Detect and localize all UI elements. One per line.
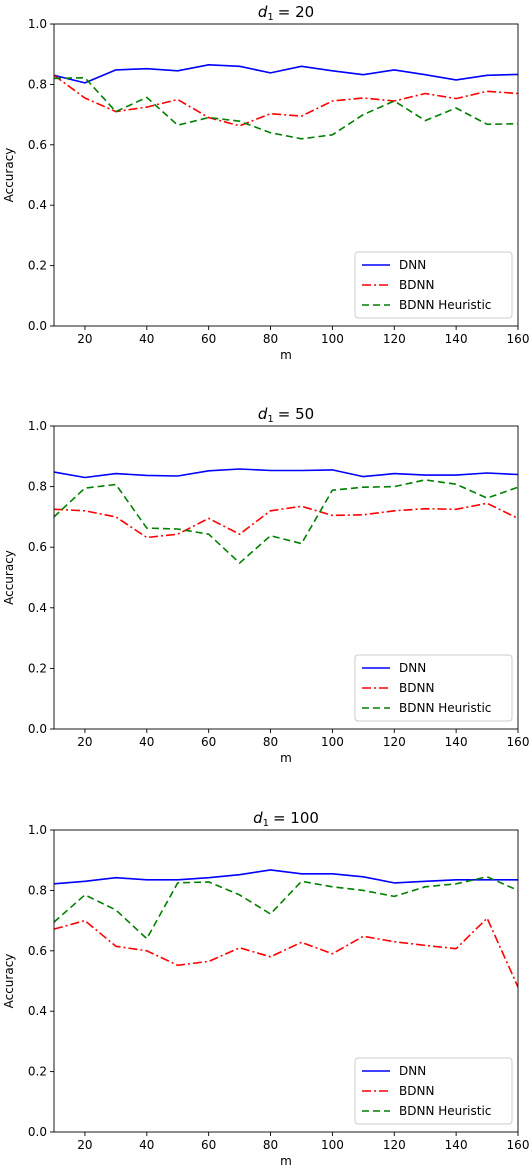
chart-panel-3: d1 = 100 20 40 60 80 100 120 140 160 0.0 0.2 0.4 0.6 0… bbox=[2, 809, 529, 1168]
chart-3-y-tick-label-2: 0.2 bbox=[28, 1065, 47, 1079]
chart-1-y-tick-label-2: 0.2 bbox=[28, 259, 47, 273]
chart-1-legend-label-1: DNN bbox=[399, 258, 426, 272]
chart-2-x-tick-label-3: 60 bbox=[201, 735, 216, 749]
chart-3-y-tick-label-3: 0.4 bbox=[28, 1004, 47, 1018]
chart-1-x-tick-label-1: 20 bbox=[77, 332, 92, 346]
chart-3-title-value: = 100 bbox=[273, 809, 319, 827]
chart-1-x-tick-label-7: 140 bbox=[445, 332, 468, 346]
chart-2-x-tick-label-2: 40 bbox=[139, 735, 154, 749]
chart-2-y-tick-label-6: 1.0 bbox=[28, 419, 47, 433]
chart-1-legend-box bbox=[354, 251, 513, 319]
chart-2-series-line-1 bbox=[54, 468, 518, 479]
chart-3-x-tick-label-2: 40 bbox=[139, 1138, 154, 1152]
chart-1-x-tick-label-6: 120 bbox=[383, 332, 406, 346]
chart-3-series-line-1 bbox=[54, 869, 518, 885]
chart-2-x-axis-label: m bbox=[280, 751, 292, 765]
chart-3-y-axis-label: Accuracy bbox=[2, 954, 16, 1009]
chart-1-axes-frame bbox=[53, 23, 519, 327]
chart-2-legend-label-3: BDNN Heuristic bbox=[399, 701, 491, 715]
chart-1-series-line-2 bbox=[54, 74, 518, 127]
chart-3-series-line-3 bbox=[54, 875, 518, 940]
chart-1-x-tick-label-3: 60 bbox=[201, 332, 216, 346]
chart-1-title-subscript: 1 bbox=[267, 12, 273, 23]
chart-2-series-line-2 bbox=[54, 502, 518, 539]
chart-3-x-tick-label-8: 160 bbox=[507, 1138, 530, 1152]
chart-1-x-tick-label-5: 100 bbox=[321, 332, 344, 346]
chart-3-x-tick-label-7: 140 bbox=[445, 1138, 468, 1152]
chart-3-title-subscript: 1 bbox=[263, 818, 269, 829]
chart-3-x-tick-label-3: 60 bbox=[201, 1138, 216, 1152]
chart-2-legend-box bbox=[354, 654, 513, 722]
chart-1-title-value: = 20 bbox=[278, 3, 314, 21]
chart-2-x-tick-label-1: 20 bbox=[77, 735, 92, 749]
chart-1-series-group bbox=[54, 64, 518, 140]
chart-1-legend-label-3: BDNN Heuristic bbox=[399, 298, 491, 312]
chart-3-legend-label-1: DNN bbox=[399, 1064, 426, 1078]
chart-3-title: d1 = 100 bbox=[253, 809, 319, 829]
chart-3-series-line-2 bbox=[54, 917, 518, 988]
chart-3-legend-label-3: BDNN Heuristic bbox=[399, 1104, 491, 1118]
chart-3-legend: DNN BDNN BDNN Heuristic bbox=[354, 1057, 513, 1125]
chart-1-y-tick-label-5: 0.8 bbox=[28, 77, 47, 91]
chart-1-title: d1 = 20 bbox=[258, 3, 314, 23]
chart-2-title: d1 = 50 bbox=[258, 405, 314, 425]
chart-1-series-line-1 bbox=[54, 64, 518, 84]
chart-2-y-tick-label-3: 0.4 bbox=[28, 601, 47, 615]
chart-1-y-tick-label-1: 0.0 bbox=[28, 319, 47, 333]
chart-2-title-subscript: 1 bbox=[267, 414, 273, 425]
chart-2-y-tick-label-2: 0.2 bbox=[28, 661, 47, 675]
chart-2-y-tick-label-5: 0.8 bbox=[28, 480, 47, 494]
chart-3-x-axis-label: m bbox=[280, 1154, 292, 1168]
chart-3-x-tick-label-1: 20 bbox=[77, 1138, 92, 1152]
chart-1-legend-label-2: BDNN bbox=[399, 278, 434, 292]
chart-1-y-axis-label: Accuracy bbox=[2, 148, 16, 203]
chart-panel-2: d1 = 50 20 40 60 80 100 120 140 160 0.0 0.2 0.4 0.6 0.… bbox=[2, 405, 529, 765]
chart-2-legend-label-2: BDNN bbox=[399, 681, 434, 695]
chart-2-legend-label-1: DNN bbox=[399, 661, 426, 675]
chart-panel-1: d1 = 20 20 40 60 80 100 120 140 160 0.0 0.2 0.4 0.6 0.… bbox=[2, 3, 529, 362]
chart-3-y-tick-label-5: 0.8 bbox=[28, 883, 47, 897]
chart-3-x-tick-label-6: 120 bbox=[383, 1138, 406, 1152]
chart-3-axes-frame bbox=[53, 829, 519, 1133]
chart-2-title-value: = 50 bbox=[278, 405, 314, 423]
chart-1-series-line-3 bbox=[54, 77, 518, 140]
chart-1-x-tick-label-4: 80 bbox=[263, 332, 278, 346]
chart-2-y-axis-label: Accuracy bbox=[2, 550, 16, 605]
chart-1-x-tick-label-2: 40 bbox=[139, 332, 154, 346]
chart-1-x-axis-label: m bbox=[280, 348, 292, 362]
chart-2-axes-frame bbox=[53, 425, 519, 730]
chart-3-legend-box bbox=[354, 1057, 513, 1125]
chart-2-x-tick-label-4: 80 bbox=[263, 735, 278, 749]
chart-3-y-tick-label-4: 0.6 bbox=[28, 944, 47, 958]
chart-2-x-tick-label-8: 160 bbox=[507, 735, 530, 749]
chart-1-x-tick-label-8: 160 bbox=[507, 332, 530, 346]
chart-1-title-variable: d bbox=[258, 3, 268, 21]
chart-3-legend-label-2: BDNN bbox=[399, 1084, 434, 1098]
chart-2-series-group bbox=[54, 468, 518, 564]
chart-1-y-tick-label-6: 1.0 bbox=[28, 17, 47, 31]
chart-2-title-variable: d bbox=[258, 405, 268, 423]
chart-2-series-line-3 bbox=[54, 479, 518, 564]
chart-3-y-tick-label-1: 0.0 bbox=[28, 1125, 47, 1139]
chart-3-series-group bbox=[54, 869, 518, 988]
chart-2-y-tick-label-4: 0.6 bbox=[28, 540, 47, 554]
chart-3-x-tick-label-4: 80 bbox=[263, 1138, 278, 1152]
chart-2-x-tick-label-7: 140 bbox=[445, 735, 468, 749]
chart-1-y-tick-label-3: 0.4 bbox=[28, 198, 47, 212]
chart-2-x-tick-label-6: 120 bbox=[383, 735, 406, 749]
chart-3-title-variable: d bbox=[253, 809, 263, 827]
chart-1-legend: DNN BDNN BDNN Heuristic bbox=[354, 251, 513, 319]
chart-3-y-tick-label-6: 1.0 bbox=[28, 823, 47, 837]
chart-2-x-tick-label-5: 100 bbox=[321, 735, 344, 749]
chart-3-x-tick-label-5: 100 bbox=[321, 1138, 344, 1152]
chart-2-y-tick-label-1: 0.0 bbox=[28, 722, 47, 736]
chart-2-legend: DNN BDNN BDNN Heuristic bbox=[354, 654, 513, 722]
chart-1-y-tick-label-4: 0.6 bbox=[28, 138, 47, 152]
